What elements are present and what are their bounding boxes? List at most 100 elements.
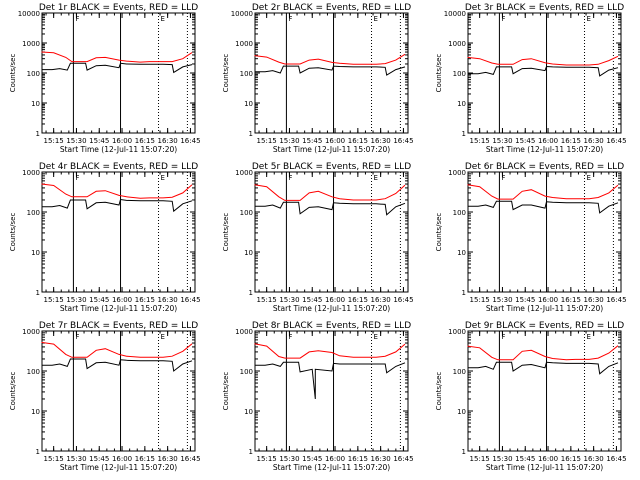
y-tick-label: 1 [36,289,40,297]
x-tick-label: 16:00 [112,137,132,145]
x-tick-label: 15:30 [492,455,512,463]
x-tick-label: 15:30 [66,296,86,304]
x-tick-label: 15:45 [89,137,109,145]
x-tick-label: 15:15 [470,137,490,145]
series-lld [467,55,619,66]
x-tick-label: 16:15 [135,455,155,463]
chart-panel-8: Det 8r BLACK = Events, RED = LLD 1 10 100 10… [222,321,414,472]
x-tick-label: 15:45 [515,455,535,463]
plot-frame [41,12,196,134]
y-axis-label: Counts/sec [435,372,443,411]
y-tick-label: 10 [31,100,40,108]
x-tick-label: 16:45 [180,296,200,304]
y-axis-label: Counts/sec [9,372,17,411]
chart-panel-3: Det 3r BLACK = Events, RED = LLD 1 10 100 10… [435,3,627,154]
y-axis-label: Counts/sec [222,213,230,252]
x-axis-label: Start Time (12-Jul-11 15:07:20) [486,145,603,154]
x-axis-label: Start Time (12-Jul-11 15:07:20) [273,463,390,472]
flag-label: F [75,333,79,341]
y-tick-label: 1000 [22,169,40,177]
x-tick-label: 16:30 [584,455,604,463]
x-tick-label: 15:15 [470,455,490,463]
flag-label: E [161,174,165,182]
y-axis-label: Counts/sec [9,54,17,93]
flag-label: F [75,174,79,182]
x-tick-label: 15:15 [470,296,490,304]
x-tick-label: 15:30 [279,296,299,304]
plot-frame [467,330,622,452]
plot-frame [41,171,196,293]
chart-title: Det 3r BLACK = Events, RED = LLD [465,3,624,13]
chart-title: Det 4r BLACK = Events, RED = LLD [39,162,198,172]
chart-title: Det 6r BLACK = Events, RED = LLD [465,162,624,172]
y-tick-label: 10 [457,249,466,257]
chart-title: Det 5r BLACK = Events, RED = LLD [252,162,411,172]
y-tick-label: 1 [462,289,466,297]
y-tick-label: 1000 [235,169,253,177]
y-tick-label: 1 [249,289,253,297]
y-tick-label: 1 [249,130,253,138]
series-events [254,201,406,216]
y-tick-label: 100 [240,368,253,376]
x-axis-label: Start Time (12-Jul-11 15:07:20) [486,304,603,313]
y-tick-label: 100 [453,70,466,78]
y-axis-label: Counts/sec [222,372,230,411]
chart-title: Det 8r BLACK = Events, RED = LLD [252,321,411,331]
chart-panel-7: Det 7r BLACK = Events, RED = LLD 1 10 100 10… [9,321,201,472]
x-tick-label: 16:00 [538,137,558,145]
y-tick-label: 10 [244,408,253,416]
y-tick-label: 1000 [448,169,466,177]
x-tick-label: 16:15 [561,137,581,145]
y-axis-label: Counts/sec [435,213,443,252]
x-tick-label: 15:45 [515,296,535,304]
chart-title: Det 2r BLACK = Events, RED = LLD [252,3,411,13]
x-tick-label: 16:15 [561,455,581,463]
x-tick-label: 16:45 [606,455,626,463]
x-axis-label: Start Time (12-Jul-11 15:07:20) [60,145,177,154]
x-tick-label: 16:30 [158,137,178,145]
flag-label: E [587,174,591,182]
x-tick-label: 16:00 [538,296,558,304]
x-axis-label: Start Time (12-Jul-11 15:07:20) [486,463,603,472]
x-tick-label: 16:30 [584,296,604,304]
chart-panel-2: Det 2r BLACK = Events, RED = LLD 1 10 100 10… [222,3,414,154]
y-tick-label: 1 [462,448,466,456]
series-events [467,200,619,214]
y-axis-label: Counts/sec [222,54,230,93]
x-tick-label: 15:15 [257,137,277,145]
y-tick-label: 1000 [448,40,466,48]
series-lld [41,183,193,199]
x-tick-label: 16:45 [393,455,413,463]
y-tick-label: 1 [36,130,40,138]
y-tick-label: 100 [27,368,40,376]
chart-title: Det 1r BLACK = Events, RED = LLD [39,3,198,13]
plot-frame [254,12,409,134]
flag-label: F [501,174,505,182]
x-tick-label: 16:30 [158,296,178,304]
flag-label: E [161,333,165,341]
x-tick-label: 16:00 [112,455,132,463]
flag-label: E [374,174,378,182]
x-tick-label: 16:30 [371,455,391,463]
series-lld [41,341,193,358]
y-tick-label: 10 [457,100,466,108]
x-tick-label: 16:45 [393,296,413,304]
plot-frame [254,171,409,293]
flag-label: F [75,15,79,23]
x-tick-label: 16:15 [135,296,155,304]
chart-title: Det 7r BLACK = Events, RED = LLD [39,321,198,331]
y-tick-label: 10000 [444,10,466,18]
plot-frame [254,330,409,452]
x-tick-label: 16:15 [561,296,581,304]
y-tick-label: 10 [31,408,40,416]
series-events [467,65,619,77]
y-tick-label: 10000 [231,10,253,18]
x-tick-label: 16:15 [348,455,368,463]
y-tick-label: 1000 [448,328,466,336]
series-lld [467,345,619,361]
y-tick-label: 100 [27,209,40,217]
x-tick-label: 15:15 [44,296,64,304]
x-tick-label: 15:15 [44,455,64,463]
x-tick-label: 16:00 [538,455,558,463]
x-tick-label: 16:30 [584,137,604,145]
